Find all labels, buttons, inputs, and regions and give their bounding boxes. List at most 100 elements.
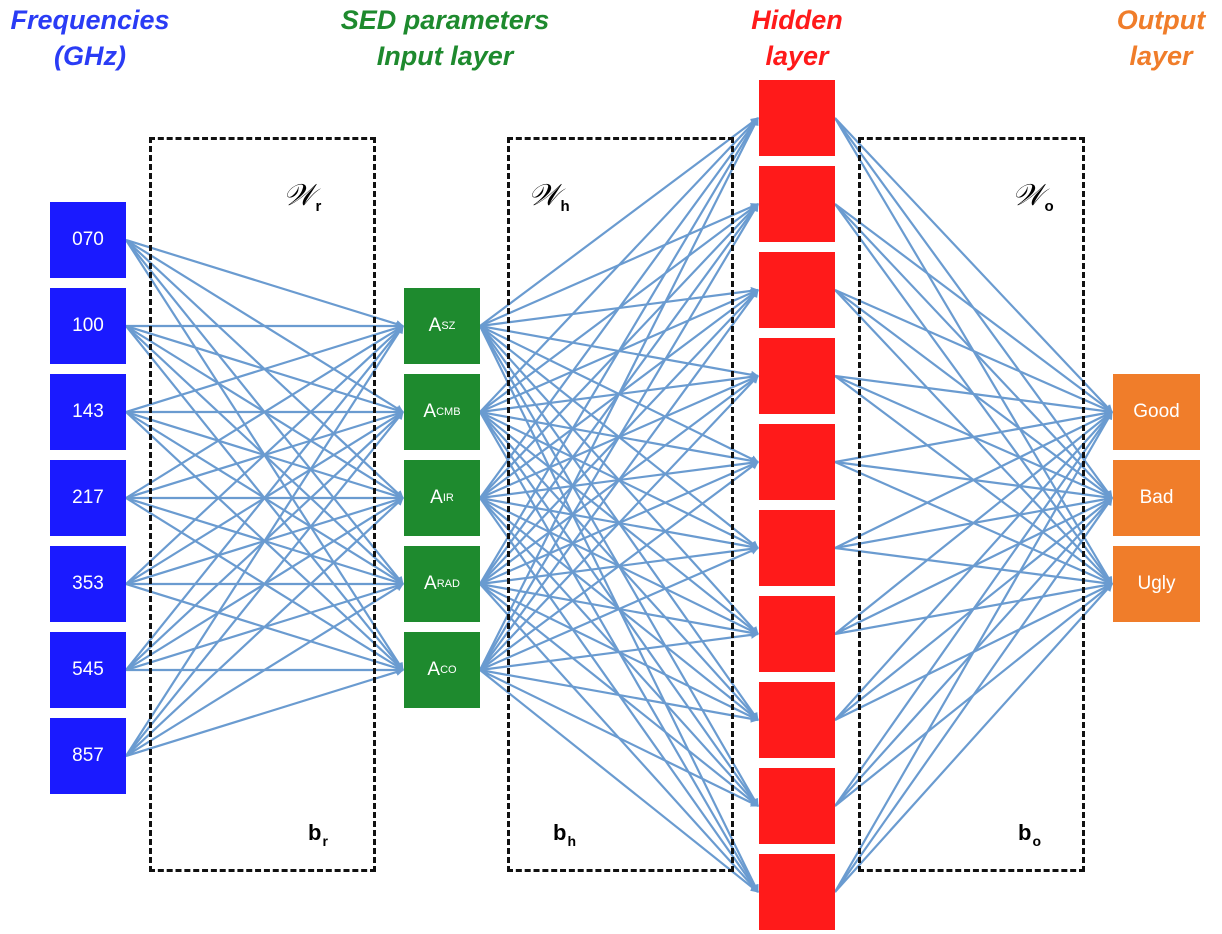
hidden-node	[759, 510, 835, 586]
frequency-to-input-connection	[125, 324, 404, 414]
input-to-hidden-connection	[479, 117, 759, 671]
input-node-base: A	[423, 401, 437, 422]
frequencies-title-line2: (GHz)	[54, 41, 126, 71]
frequency-node-label: 100	[72, 315, 104, 336]
bias-symbol-o: b	[1018, 820, 1032, 845]
hidden-to-output-connection	[834, 411, 1113, 635]
hidden-to-output-connection	[834, 411, 1113, 893]
input-node: A IR	[404, 460, 480, 536]
frequency-to-input-connection	[125, 325, 404, 671]
input-to-hidden-connection	[479, 203, 759, 671]
output-title-line2: layer	[1129, 41, 1193, 71]
input-node-sub: SZ	[441, 320, 456, 332]
bias-symbol-h: b	[553, 820, 567, 845]
hidden-title-line1: Hidden	[751, 5, 843, 35]
hidden-layer-title: Hidden layer	[737, 2, 857, 74]
input-node: A CO	[404, 632, 480, 708]
input-node: A CMB	[404, 374, 480, 450]
bias-sub-r: r	[322, 833, 328, 849]
weight-sub-o: o	[1044, 198, 1054, 215]
frequency-node-label: 857	[72, 745, 104, 766]
output-layer-title: Output layer	[1100, 2, 1222, 74]
input-to-hidden-connection	[479, 669, 759, 893]
frequency-node-label: 217	[72, 487, 104, 508]
input-to-hidden-connection	[479, 461, 759, 671]
input-to-hidden-connection	[479, 546, 759, 672]
weight-label-h: 𝒲h	[528, 178, 570, 215]
input-to-hidden-connection	[479, 630, 759, 672]
input-to-hidden-connection	[479, 117, 759, 413]
output-node: Good	[1113, 374, 1200, 450]
input-node-base: A	[428, 315, 442, 336]
output-title-line1: Output	[1116, 5, 1206, 35]
hidden-to-output-connection	[834, 583, 1113, 893]
input-title-line1: SED parameters	[340, 5, 550, 35]
hidden-to-output-connection	[834, 411, 1113, 807]
hidden-to-output-connection	[834, 374, 1113, 416]
frequencies-title: Frequencies (GHz)	[0, 2, 180, 74]
input-to-hidden-connection	[479, 117, 759, 499]
hidden-node	[759, 596, 835, 672]
weight-sub-h: h	[560, 198, 570, 215]
input-node-sub: IR	[442, 492, 454, 504]
output-node-label: Good	[1133, 401, 1180, 422]
frequency-node: 100	[50, 288, 126, 364]
hidden-node	[759, 252, 835, 328]
output-node: Ugly	[1113, 546, 1200, 622]
input-node-base: A	[424, 573, 437, 594]
bias-label-o: bo	[1018, 820, 1041, 849]
hidden-to-output-connection	[834, 497, 1113, 893]
input-node-base: A	[427, 659, 441, 680]
frequency-node: 217	[50, 460, 126, 536]
weight-symbol-r: 𝒲	[283, 178, 315, 213]
input-layer-title: SED parameters Input layer	[320, 2, 570, 74]
input-node: A SZ	[404, 288, 480, 364]
frequency-to-input-connection	[125, 668, 404, 758]
bias-symbol-r: b	[308, 820, 322, 845]
hidden-to-output-connection	[834, 288, 1113, 414]
hidden-node	[759, 80, 835, 156]
bias-sub-o: o	[1032, 833, 1042, 849]
output-node-label: Ugly	[1137, 573, 1176, 594]
frequency-node: 545	[50, 632, 126, 708]
frequency-node-label: 070	[72, 229, 104, 250]
input-title-line2: Input layer	[376, 41, 514, 71]
output-node-label: Bad	[1139, 487, 1174, 508]
weights-box-r	[149, 137, 376, 872]
frequency-to-input-connection	[125, 325, 404, 757]
frequency-to-input-connection	[125, 325, 404, 585]
weight-sub-r: r	[315, 198, 322, 215]
frequency-node: 353	[50, 546, 126, 622]
hidden-node	[759, 424, 835, 500]
hidden-node	[759, 166, 835, 242]
weights-box-h	[507, 137, 734, 872]
bias-sub-h: h	[567, 833, 577, 849]
hidden-to-output-connection	[834, 203, 1113, 413]
hidden-to-output-connection	[834, 117, 1113, 413]
weight-label-o: 𝒲o	[1012, 178, 1054, 215]
input-to-hidden-connection	[479, 117, 759, 585]
input-to-hidden-connection	[479, 668, 759, 723]
hidden-node	[759, 768, 835, 844]
hidden-to-output-connection	[834, 411, 1113, 549]
input-to-hidden-connection	[479, 117, 759, 327]
frequency-node: 143	[50, 374, 126, 450]
frequency-node: 070	[50, 202, 126, 278]
hidden-title-line2: layer	[765, 41, 829, 71]
frequency-to-input-connection	[125, 325, 404, 499]
hidden-to-output-connection	[834, 411, 1113, 721]
frequency-node-label: 545	[72, 659, 104, 680]
frequency-to-input-connection	[125, 411, 404, 757]
weight-symbol-o: 𝒲	[1012, 178, 1044, 213]
input-node: A RAD	[404, 546, 480, 622]
input-node-sub: RAD	[436, 578, 460, 590]
input-to-hidden-connection	[479, 289, 759, 671]
input-node-sub: CMB	[436, 406, 461, 418]
hidden-to-output-connection	[834, 409, 1113, 464]
frequency-node-label: 353	[72, 573, 104, 594]
bias-label-r: br	[308, 820, 328, 849]
hidden-node	[759, 682, 835, 758]
frequency-node-label: 143	[72, 401, 104, 422]
